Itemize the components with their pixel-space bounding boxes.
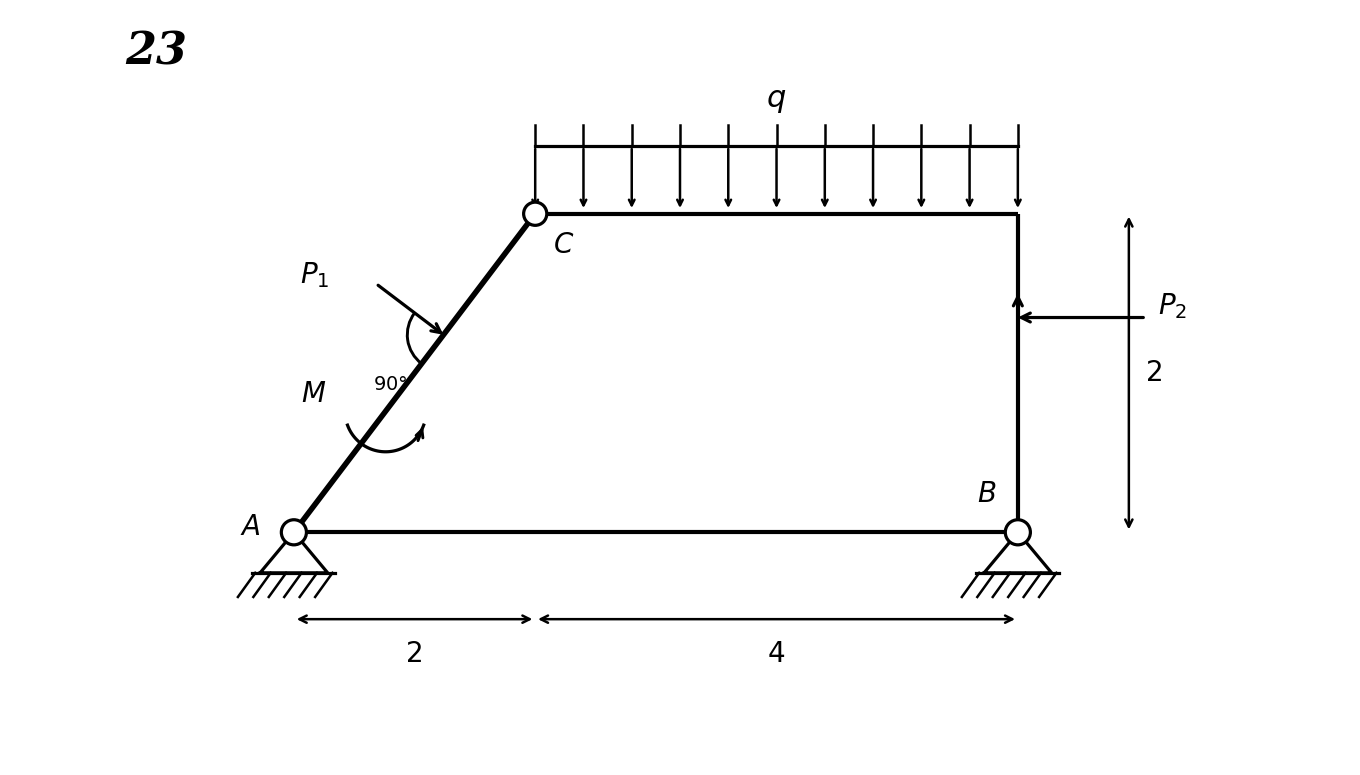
Text: 23: 23 bbox=[125, 30, 186, 74]
Circle shape bbox=[524, 202, 547, 226]
Text: $P_2$: $P_2$ bbox=[1157, 291, 1187, 321]
Text: $90°$: $90°$ bbox=[373, 376, 408, 394]
Text: $C$: $C$ bbox=[552, 231, 574, 259]
Text: $A$: $A$ bbox=[239, 514, 260, 542]
Text: $M$: $M$ bbox=[301, 380, 326, 408]
Circle shape bbox=[1005, 520, 1031, 545]
Text: 2: 2 bbox=[405, 640, 423, 668]
Text: $P_1$: $P_1$ bbox=[301, 260, 330, 291]
Circle shape bbox=[282, 520, 306, 545]
Text: $q$: $q$ bbox=[767, 86, 786, 115]
Text: $B$: $B$ bbox=[978, 480, 997, 508]
Text: 4: 4 bbox=[767, 640, 785, 668]
Text: 2: 2 bbox=[1146, 359, 1164, 387]
